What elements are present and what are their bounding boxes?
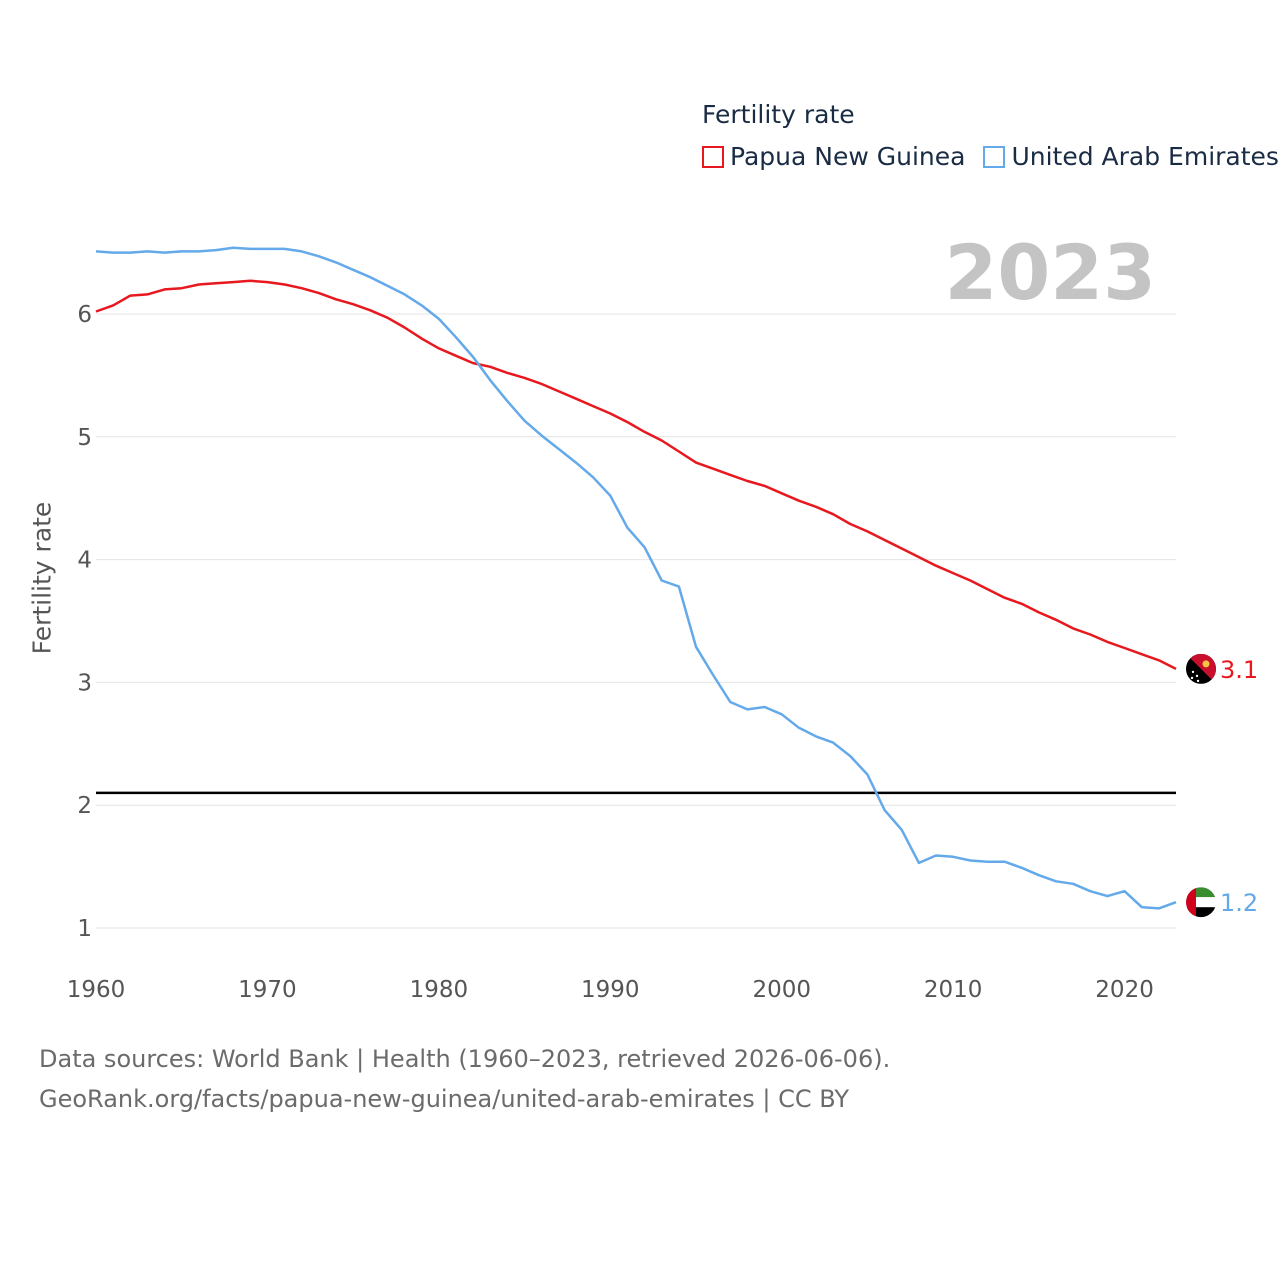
- x-tick-label-1980: 1980: [410, 977, 469, 1003]
- united-arab-emirates-end-value: 1.2: [1220, 889, 1258, 917]
- x-tick-label-2000: 2000: [752, 977, 811, 1003]
- legend-title: Fertility rate: [702, 100, 855, 129]
- footer-sources: Data sources: World Bank | Health (1960–…: [39, 1045, 891, 1073]
- x-tick-label-1960: 1960: [67, 977, 126, 1003]
- legend-swatch-papua-new-guinea: [702, 145, 724, 168]
- y-axis-label: Fertility rate: [27, 501, 57, 655]
- series-line-united-arab-emirates: [95, 246, 1177, 910]
- legend-swatch-united-arab-emirates: [983, 145, 1006, 168]
- x-tick-label-2020: 2020: [1095, 977, 1154, 1003]
- x-tick-label-1990: 1990: [581, 977, 640, 1003]
- x-tick-label-1970: 1970: [238, 977, 297, 1003]
- legend-label-united-arab-emirates: United Arab Emirates: [1011, 142, 1279, 171]
- y-tick-label-4: 4: [77, 548, 92, 574]
- y-tick-label-6: 6: [77, 302, 92, 328]
- y-tick-label-2: 2: [77, 793, 92, 819]
- united-arab-emirates-flag-icon: [1186, 887, 1216, 918]
- footer-attribution[interactable]: GeoRank.org/facts/papua-new-guinea/unite…: [39, 1085, 850, 1113]
- legend-label-papua-new-guinea: Papua New Guinea: [730, 142, 966, 171]
- y-tick-label-3: 3: [77, 670, 92, 696]
- y-tick-label-1: 1: [77, 916, 92, 942]
- y-tick-label-5: 5: [77, 425, 92, 451]
- x-tick-label-2010: 2010: [924, 977, 983, 1003]
- legend-item-united-arab-emirates[interactable]: United Arab Emirates: [983, 142, 1279, 171]
- legend: Papua New Guinea United Arab Emirates: [702, 142, 1280, 171]
- year-label: 2023: [944, 228, 1156, 317]
- papua-new-guinea-flag-icon: [1186, 653, 1216, 684]
- series-line-papua-new-guinea: [95, 279, 1177, 671]
- legend-item-papua-new-guinea[interactable]: Papua New Guinea: [702, 142, 965, 171]
- papua-new-guinea-end-value: 3.1: [1220, 656, 1258, 684]
